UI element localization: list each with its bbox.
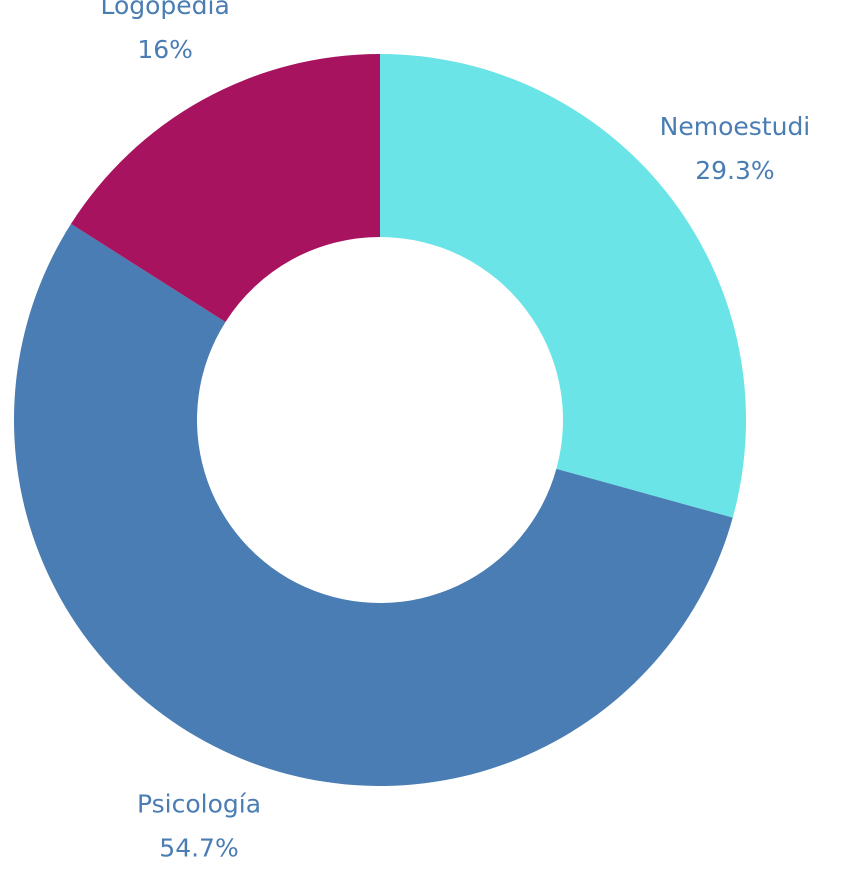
slice (13, 223, 733, 787)
slice (380, 54, 746, 518)
slice-value-label: 54.7% (159, 834, 238, 863)
slice-label: Logopedia (100, 0, 229, 20)
slice-label: Nemoestudi (660, 112, 811, 141)
slice (70, 54, 380, 322)
slice-value-label: 29.3% (695, 156, 774, 185)
slice-value-label: 16% (137, 35, 193, 64)
slice-label: Psicología (137, 790, 261, 819)
